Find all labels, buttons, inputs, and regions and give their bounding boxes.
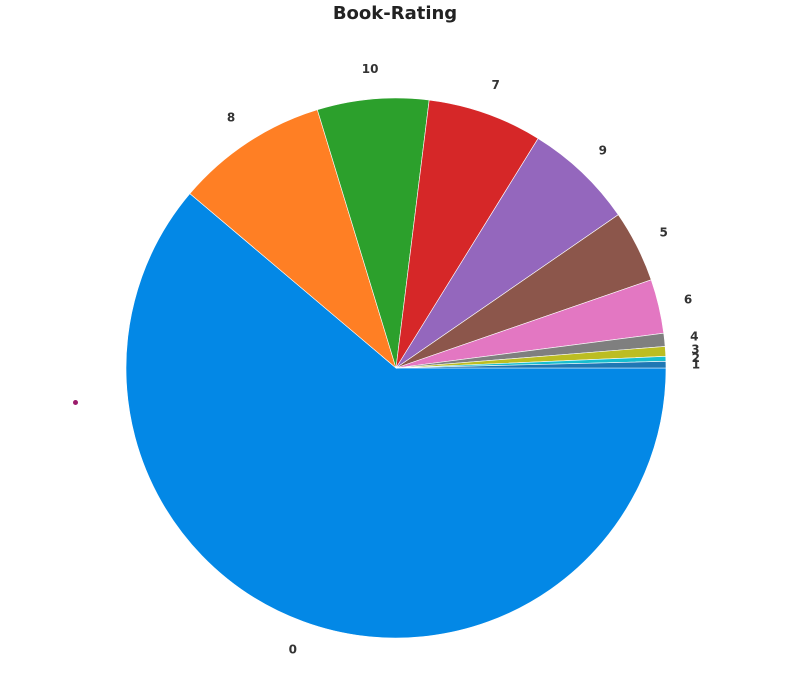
chart-title: Book-Rating <box>332 3 458 24</box>
pie-label-2: 2 <box>692 351 700 365</box>
pie-label-1: 1 <box>692 357 700 371</box>
pie-slices <box>125 97 667 639</box>
pie-label-0: 0 <box>289 643 297 657</box>
pie-slice-10 <box>316 97 430 369</box>
pie-label-9: 9 <box>599 144 607 158</box>
pie-label-7: 7 <box>492 78 500 92</box>
pie-label-4: 4 <box>690 330 698 344</box>
pie-slice-1 <box>395 361 667 369</box>
pie-slice-9 <box>395 138 619 369</box>
pie-slice-8 <box>189 109 397 369</box>
stray-dot <box>73 400 78 405</box>
pie-label-6: 6 <box>684 292 692 306</box>
pie-label-10: 10 <box>362 62 379 76</box>
pie-label-3: 3 <box>691 343 699 357</box>
pie-label-8: 8 <box>227 110 235 124</box>
pie-slice-0 <box>125 193 667 639</box>
pie-slice-7 <box>395 99 539 369</box>
pie-label-5: 5 <box>660 226 668 240</box>
